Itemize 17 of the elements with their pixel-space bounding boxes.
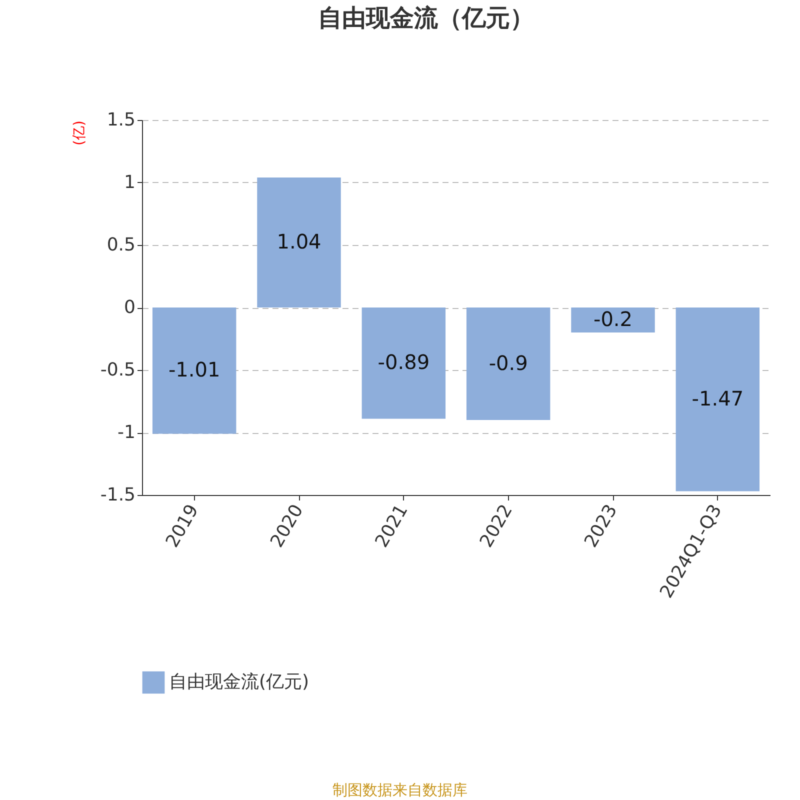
text: 制图数据来自数据库 bbox=[332, 781, 468, 799]
y-tick-label: 1.5 bbox=[106, 110, 136, 130]
y-tick-label: 0 bbox=[124, 297, 136, 318]
y-tick-label: 0.5 bbox=[106, 234, 136, 256]
data-label: -0.9 bbox=[488, 350, 528, 375]
y-tick-label: -0.5 bbox=[100, 360, 136, 380]
data-label: -1.47 bbox=[692, 386, 744, 410]
data-label: 1.04 bbox=[276, 230, 322, 254]
y-tick-label: -1 bbox=[118, 422, 136, 443]
y-axis-title: (亿) bbox=[71, 120, 88, 146]
y-tick-label: -1.5 bbox=[100, 484, 136, 506]
data-label: -0.2 bbox=[593, 307, 633, 331]
data-label: -0.89 bbox=[378, 350, 430, 374]
data-label: -1.01 bbox=[168, 358, 220, 382]
chart-title: 自由现金流（亿元） bbox=[318, 4, 534, 32]
y-tick-label: 1 bbox=[124, 172, 136, 193]
legend-label: 自由现金流(亿元) bbox=[169, 672, 310, 692]
